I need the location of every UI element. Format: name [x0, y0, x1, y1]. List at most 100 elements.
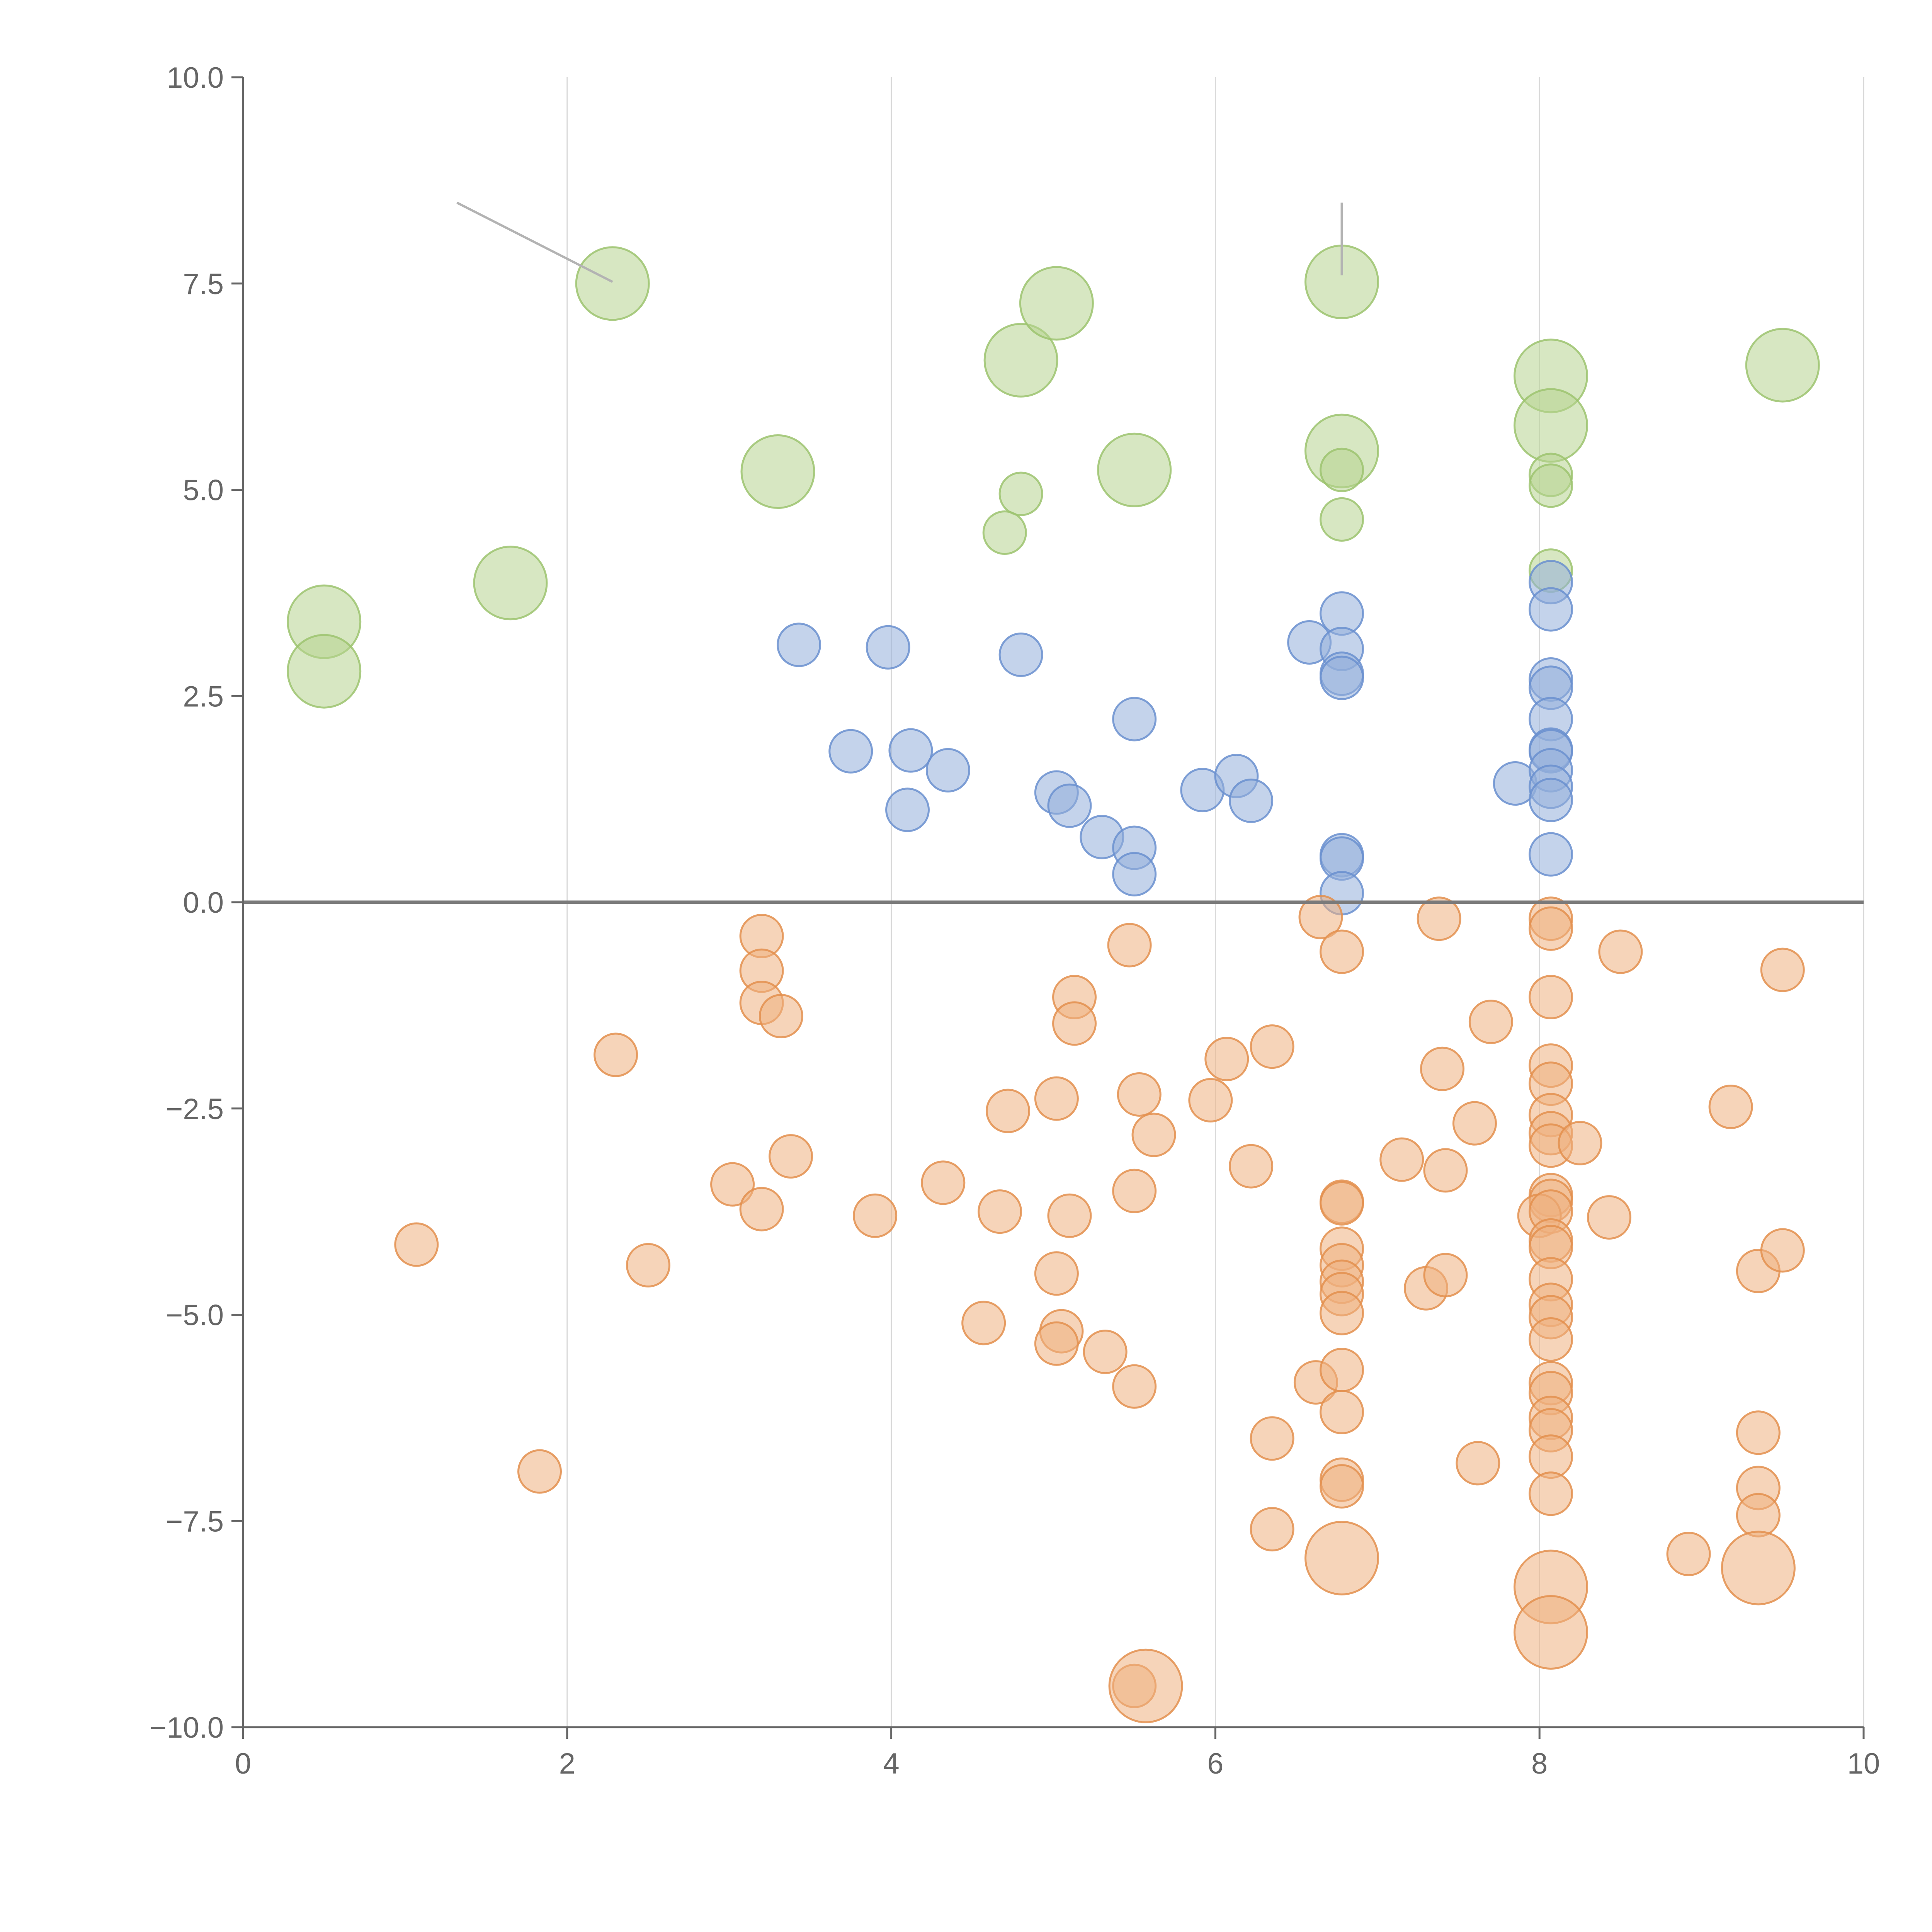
data-point-orange [853, 1193, 898, 1238]
data-point-orange [1514, 1595, 1588, 1670]
data-point-orange [1529, 1434, 1573, 1479]
x-tick-label: 0 [235, 1747, 251, 1780]
data-point-orange [1587, 1195, 1632, 1240]
data-point-orange [1529, 1471, 1573, 1516]
data-point-orange [1107, 923, 1152, 968]
data-point-green [1745, 328, 1820, 403]
y-tick-label: −7.5 [166, 1505, 224, 1538]
data-point-orange [1052, 1001, 1097, 1046]
data-point-orange [1117, 1072, 1162, 1117]
data-point-orange [394, 1222, 439, 1267]
data-point-orange [1083, 1330, 1128, 1374]
data-point-orange [1034, 1076, 1079, 1121]
data-point-blue [1320, 655, 1364, 700]
data-point-orange [1736, 1410, 1781, 1455]
data-point-orange [1047, 1193, 1092, 1238]
data-point-orange [921, 1160, 966, 1205]
y-tick-label: −5.0 [166, 1299, 224, 1332]
data-point-orange [1188, 1078, 1233, 1122]
data-point-blue [1112, 697, 1157, 742]
data-point-orange [1131, 1112, 1176, 1157]
y-tick-label: 0.0 [183, 886, 224, 919]
data-point-orange [1452, 1101, 1497, 1146]
data-point-orange [1034, 1321, 1079, 1366]
data-point-orange [1529, 906, 1573, 951]
x-tick-label: 10 [1847, 1747, 1880, 1780]
data-point-green [983, 323, 1058, 398]
data-point-orange [1229, 1144, 1274, 1189]
y-tick-label: −2.5 [166, 1093, 224, 1126]
data-point-orange [1320, 1291, 1364, 1335]
x-tick-label: 8 [1531, 1747, 1548, 1780]
x-tick-label: 6 [1207, 1747, 1223, 1780]
data-point-orange [1423, 1253, 1468, 1298]
data-point-orange [1108, 1648, 1183, 1723]
data-point-orange [1250, 1416, 1294, 1461]
data-point-blue [866, 625, 910, 670]
data-point-orange [978, 1189, 1022, 1234]
data-point-blue [1047, 783, 1092, 828]
data-point-green [740, 434, 815, 509]
data-point-orange [1112, 1364, 1157, 1409]
points-layer [287, 244, 1820, 1723]
data-point-orange [1598, 929, 1643, 974]
annotation-leader-line [456, 201, 613, 283]
data-point-orange [1736, 1493, 1781, 1537]
data-point-orange [1379, 1137, 1424, 1182]
data-point-green [575, 246, 650, 321]
data-point-orange [759, 994, 803, 1039]
data-point-orange [1529, 975, 1573, 1020]
axis-layer: −10.0 −7.5 −5.0 −2.5 0.0 2.5 5.0 7.5 10.0 0 2 4 6 8 10 [150, 61, 1880, 1780]
data-point-orange [769, 1134, 813, 1179]
data-point-green [473, 546, 548, 621]
data-point-orange [1423, 1148, 1468, 1193]
data-point-orange [1666, 1532, 1711, 1577]
data-point-orange [1034, 1251, 1079, 1296]
data-point-orange [739, 1187, 784, 1231]
data-point-orange [1760, 1228, 1805, 1273]
data-point-orange [1204, 1037, 1249, 1082]
data-point-orange [1529, 1317, 1573, 1362]
data-point-orange [710, 1162, 755, 1207]
data-point-orange [594, 1032, 638, 1077]
data-point-blue [1529, 777, 1573, 822]
data-point-orange [1298, 895, 1343, 939]
data-point-orange [1250, 1024, 1294, 1069]
data-point-orange [1250, 1507, 1294, 1552]
data-point-orange [1468, 1000, 1513, 1044]
data-point-orange [517, 1449, 562, 1494]
data-point-orange [986, 1088, 1031, 1133]
data-point-orange [1320, 1464, 1364, 1509]
data-point-blue [1529, 587, 1573, 632]
data-point-green [1320, 497, 1364, 542]
data-point-green [287, 634, 362, 709]
data-point-orange [1320, 1181, 1364, 1226]
leader-line-layer [456, 201, 1343, 283]
data-point-orange [1320, 1389, 1364, 1434]
data-point-orange [1320, 1348, 1364, 1393]
data-point-orange [1760, 947, 1805, 992]
data-point-blue [1229, 778, 1274, 823]
data-point-green [1529, 463, 1573, 508]
x-tick-label: 4 [883, 1747, 899, 1780]
data-point-blue [925, 748, 970, 793]
data-point-orange [1456, 1441, 1500, 1486]
data-point-orange [961, 1301, 1006, 1345]
data-point-blue [998, 633, 1043, 677]
data-point-green [1019, 266, 1094, 341]
data-point-blue [885, 787, 930, 832]
data-point-green [1097, 432, 1172, 507]
data-point-orange [1721, 1531, 1796, 1605]
y-tick-label: −10.0 [150, 1711, 224, 1744]
data-point-green [1320, 447, 1364, 492]
data-point-orange [1420, 1046, 1465, 1091]
y-tick-label: 2.5 [183, 680, 224, 713]
data-point-green [1514, 388, 1588, 463]
data-point-orange [1304, 1520, 1379, 1595]
data-point-orange [626, 1243, 670, 1287]
data-point-green [998, 471, 1043, 516]
data-point-blue [828, 729, 873, 774]
data-point-orange [1558, 1121, 1602, 1165]
